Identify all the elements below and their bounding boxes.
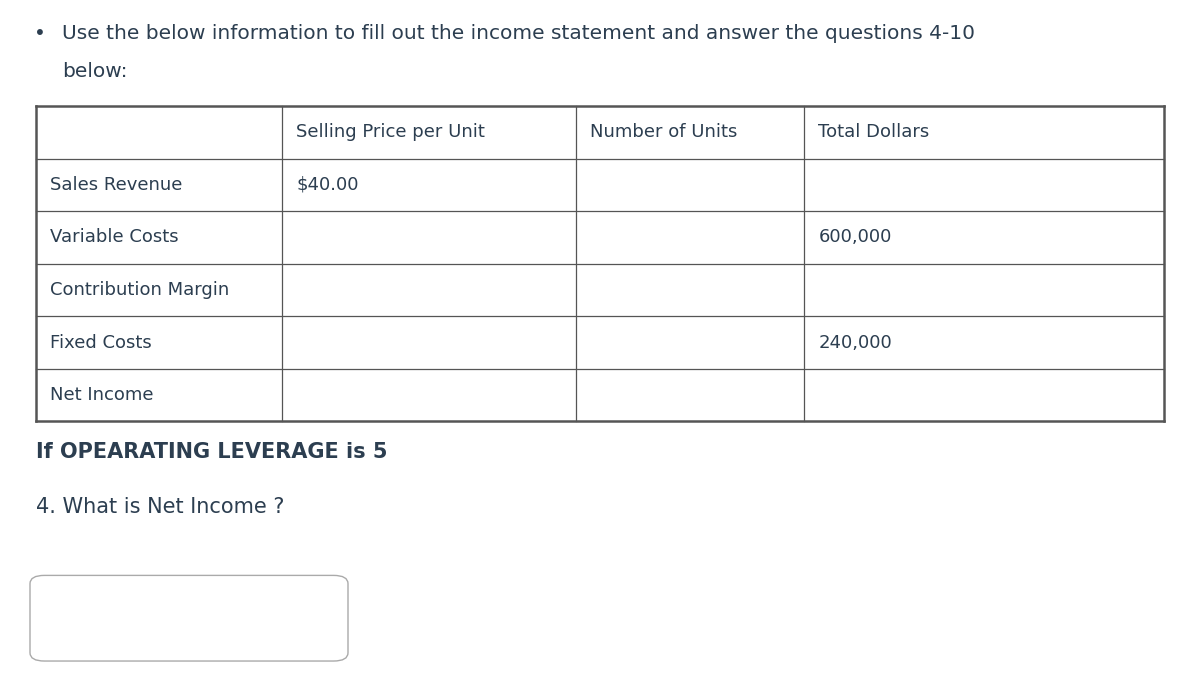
Text: Sales Revenue: Sales Revenue [50,176,182,194]
Text: Total Dollars: Total Dollars [818,123,930,141]
Text: 240,000: 240,000 [818,334,892,351]
Text: 4. What is Net Income ?: 4. What is Net Income ? [36,497,284,516]
FancyBboxPatch shape [30,575,348,661]
Text: Contribution Margin: Contribution Margin [50,281,229,299]
Text: •: • [34,24,46,43]
Text: If OPEARATING LEVERAGE is 5: If OPEARATING LEVERAGE is 5 [36,442,388,462]
Text: Selling Price per Unit: Selling Price per Unit [296,123,485,141]
Text: Number of Units: Number of Units [590,123,738,141]
Text: 600,000: 600,000 [818,229,892,247]
Text: Net Income: Net Income [50,386,154,404]
Text: $40.00: $40.00 [296,176,359,194]
Text: below:: below: [62,62,128,81]
Text: Fixed Costs: Fixed Costs [50,334,152,351]
Text: Use the below information to fill out the income statement and answer the questi: Use the below information to fill out th… [62,24,976,43]
Text: Variable Costs: Variable Costs [50,229,179,247]
